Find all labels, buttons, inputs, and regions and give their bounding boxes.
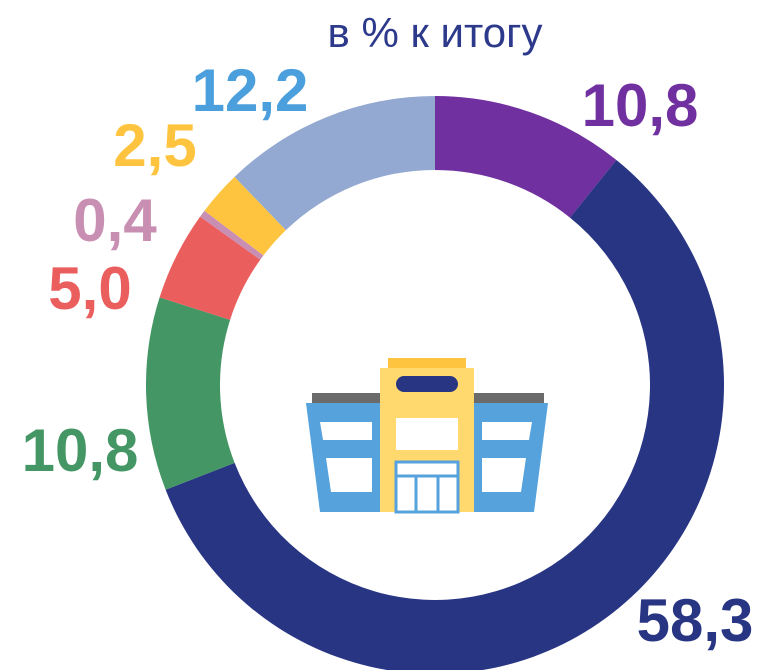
donut-slice (204, 176, 286, 256)
value-label: 10,8 (582, 72, 699, 139)
donut-slice (200, 210, 264, 260)
chart-title: в % к итогу (328, 9, 543, 56)
value-label: 2,5 (113, 112, 196, 179)
donut-slice (159, 216, 261, 320)
value-label: 10,8 (22, 417, 139, 484)
value-label: 0,4 (73, 187, 157, 254)
value-label: 12,2 (192, 57, 309, 124)
donut-slice (165, 160, 724, 670)
building-icon (306, 358, 548, 514)
donut-slice (146, 297, 235, 490)
donut-slice (234, 96, 435, 231)
value-label: 58,3 (637, 587, 754, 654)
donut-slice (435, 96, 617, 218)
value-label: 5,0 (48, 255, 131, 322)
